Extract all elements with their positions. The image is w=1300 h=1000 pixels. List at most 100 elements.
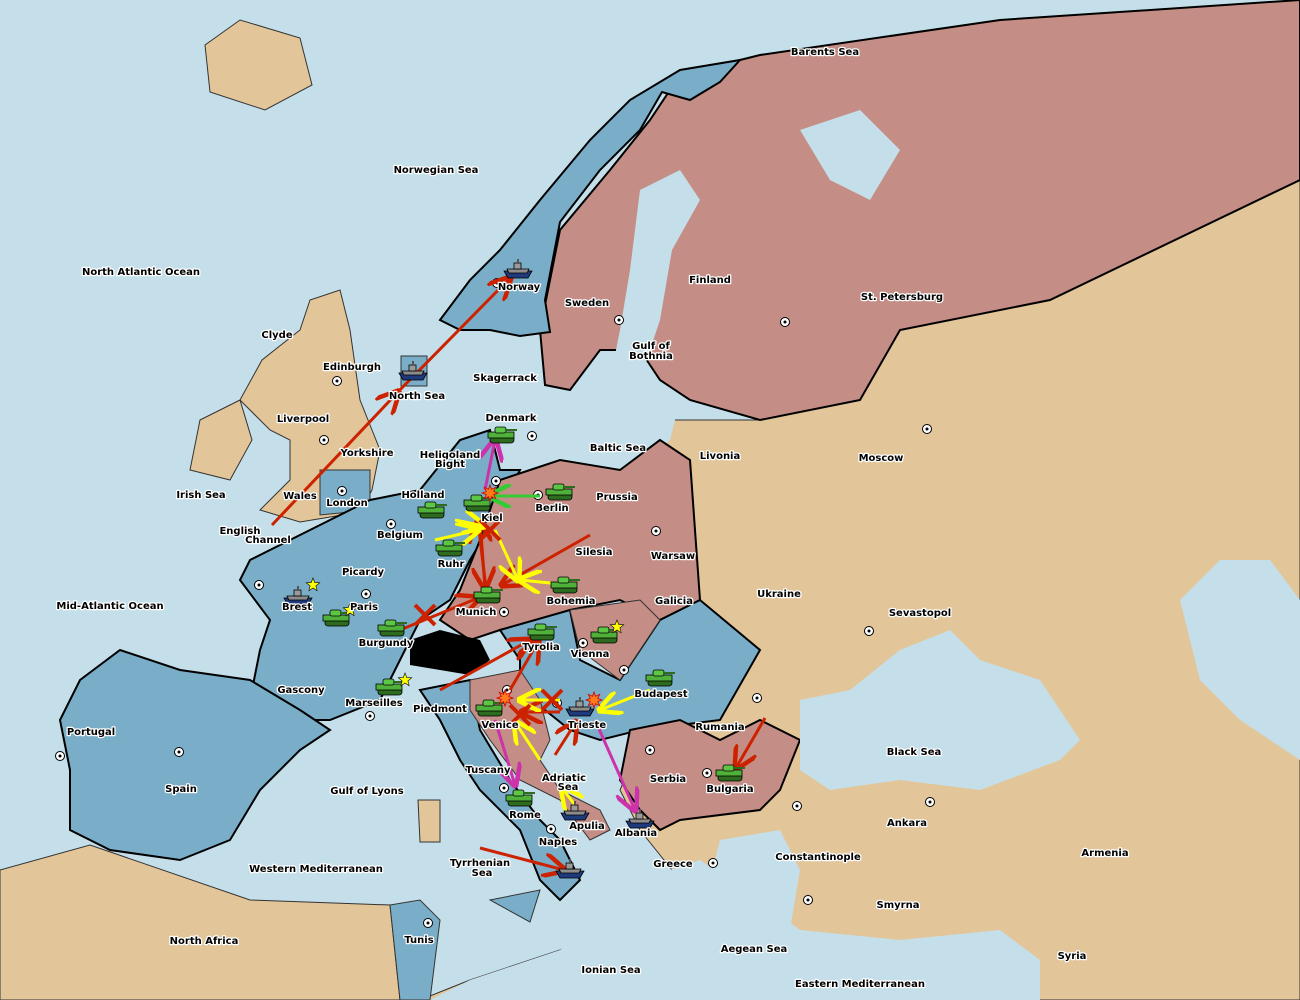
region-label[interactable]: Vienna	[569, 648, 610, 662]
region-label[interactable]: Berlin	[534, 502, 570, 516]
region-label[interactable]: Sea	[470, 867, 493, 881]
region-label[interactable]: Budapest	[633, 688, 689, 702]
western-blue-power[interactable]	[238, 428, 522, 721]
region-label[interactable]: Tunis	[403, 934, 435, 948]
region-label[interactable]: Rome	[508, 809, 542, 823]
region-label[interactable]: Gascony	[276, 684, 326, 698]
region-label[interactable]: Trieste	[567, 719, 608, 733]
region-label[interactable]: Greece	[652, 858, 694, 872]
region-label[interactable]: Smyrna	[875, 899, 920, 913]
region-label[interactable]: Sea	[556, 781, 579, 795]
fleet-unit-icon[interactable]	[560, 801, 590, 821]
region-label[interactable]: Naples	[538, 836, 579, 850]
iceland[interactable]	[204, 19, 313, 111]
army-unit-icon[interactable]	[463, 494, 493, 512]
army-unit-icon[interactable]	[475, 699, 505, 717]
region-label[interactable]: Sweden	[564, 297, 611, 311]
region-label[interactable]: Marseilles	[344, 697, 404, 711]
region-label[interactable]: Serbia	[649, 773, 688, 787]
region-label[interactable]: North Sea	[388, 390, 447, 404]
region-label[interactable]: Brest	[281, 601, 314, 615]
region-label[interactable]: Prussia	[595, 491, 639, 505]
army-unit-icon[interactable]	[645, 669, 675, 687]
region-label[interactable]: Denmark	[484, 412, 538, 426]
army-unit-icon[interactable]	[550, 576, 580, 594]
region-label[interactable]: Silesia	[574, 546, 613, 560]
region-label[interactable]: Portugal	[66, 726, 117, 740]
iberia[interactable]	[58, 648, 332, 862]
region-label[interactable]: Bohemia	[545, 595, 597, 609]
fleet-unit-icon[interactable]	[555, 859, 585, 879]
region-label[interactable]: Bulgaria	[705, 783, 755, 797]
russia[interactable]	[538, 0, 1300, 422]
region-label[interactable]: Venice	[480, 719, 520, 733]
region-label[interactable]: London	[325, 497, 369, 511]
sicily[interactable]	[488, 889, 541, 923]
fleet-unit-icon[interactable]	[565, 697, 595, 717]
region-label[interactable]: Tyrolia	[521, 641, 561, 655]
region-label[interactable]: Constantinople	[774, 851, 862, 865]
region-label[interactable]: Clyde	[260, 329, 294, 343]
region-label[interactable]: Armenia	[1080, 847, 1130, 861]
region-label[interactable]: Ruhr	[436, 558, 465, 572]
region-label[interactable]: Paris	[349, 601, 380, 615]
army-unit-icon[interactable]	[377, 619, 407, 637]
fleet-unit-icon[interactable]	[625, 809, 655, 829]
region-label[interactable]: Irish Sea	[175, 489, 227, 503]
region-label[interactable]: Warsaw	[650, 550, 697, 564]
region-label[interactable]: Heligoland	[419, 449, 482, 463]
region-label[interactable]: Tyrrhenian	[449, 857, 512, 871]
region-label[interactable]: Wales	[282, 490, 318, 504]
region-label[interactable]: North Africa	[168, 935, 239, 949]
region-label[interactable]: Bothnia	[628, 350, 674, 364]
army-unit-icon[interactable]	[527, 623, 557, 641]
region-label[interactable]: North Atlantic Ocean	[81, 266, 202, 280]
region-label[interactable]: Adriatic	[541, 772, 588, 786]
region-label[interactable]: Syria	[1056, 950, 1087, 964]
region-label[interactable]: Gulf of	[631, 340, 672, 354]
region-label[interactable]: Tuscany	[464, 764, 512, 778]
region-label[interactable]: Eastern Mediterranean	[794, 978, 926, 992]
region-label[interactable]: St. Petersburg	[860, 291, 945, 305]
region-label[interactable]: Spain	[164, 783, 198, 797]
region-label[interactable]: Holland	[400, 489, 446, 503]
region-label[interactable]: Sevastopol	[888, 607, 953, 621]
region-label[interactable]: Yorkshire	[338, 447, 395, 461]
region-label[interactable]: Channel	[244, 534, 292, 548]
region-label[interactable]: Black Sea	[885, 746, 942, 760]
region-label[interactable]: Apulia	[568, 820, 606, 834]
region-label[interactable]: Gulf of Lyons	[329, 785, 405, 799]
region-label[interactable]: Munich	[454, 606, 497, 620]
region-label[interactable]: Moscow	[857, 452, 904, 466]
army-unit-icon[interactable]	[590, 626, 620, 644]
fleet-unit-icon[interactable]	[398, 361, 428, 381]
region-label[interactable]: Western Mediterranean	[248, 863, 384, 877]
region-label[interactable]: Bight	[434, 458, 467, 472]
army-unit-icon[interactable]	[715, 764, 745, 782]
region-label[interactable]: Skagerrack	[472, 372, 539, 386]
region-label[interactable]: Baltic Sea	[589, 442, 648, 456]
region-label[interactable]: Picardy	[341, 566, 386, 580]
region-label[interactable]: Burgundy	[357, 637, 415, 651]
region-label[interactable]: Ionian Sea	[580, 964, 642, 978]
region-label[interactable]: Norwegian Sea	[392, 164, 479, 178]
region-label[interactable]: Barents Sea	[790, 46, 861, 60]
region-label[interactable]: Belgium	[376, 529, 424, 543]
region-label[interactable]: Finland	[688, 274, 732, 288]
army-unit-icon[interactable]	[417, 501, 447, 519]
army-unit-icon[interactable]	[375, 678, 405, 696]
army-unit-icon[interactable]	[487, 426, 517, 444]
army-unit-icon[interactable]	[473, 586, 503, 604]
army-unit-icon[interactable]	[545, 483, 575, 501]
fleet-unit-icon[interactable]	[283, 586, 313, 606]
region-label[interactable]: Livonia	[699, 450, 742, 464]
army-unit-icon[interactable]	[322, 609, 352, 627]
region-label[interactable]: Mid-Atlantic Ocean	[55, 600, 165, 614]
region-label[interactable]: Ankara	[886, 817, 928, 831]
region-label[interactable]: English	[218, 525, 262, 539]
fleet-unit-icon[interactable]	[503, 259, 533, 279]
region-label[interactable]: Rumania	[694, 721, 746, 735]
region-label[interactable]: Galicia	[654, 595, 694, 609]
region-label[interactable]: Kiel	[480, 512, 504, 526]
